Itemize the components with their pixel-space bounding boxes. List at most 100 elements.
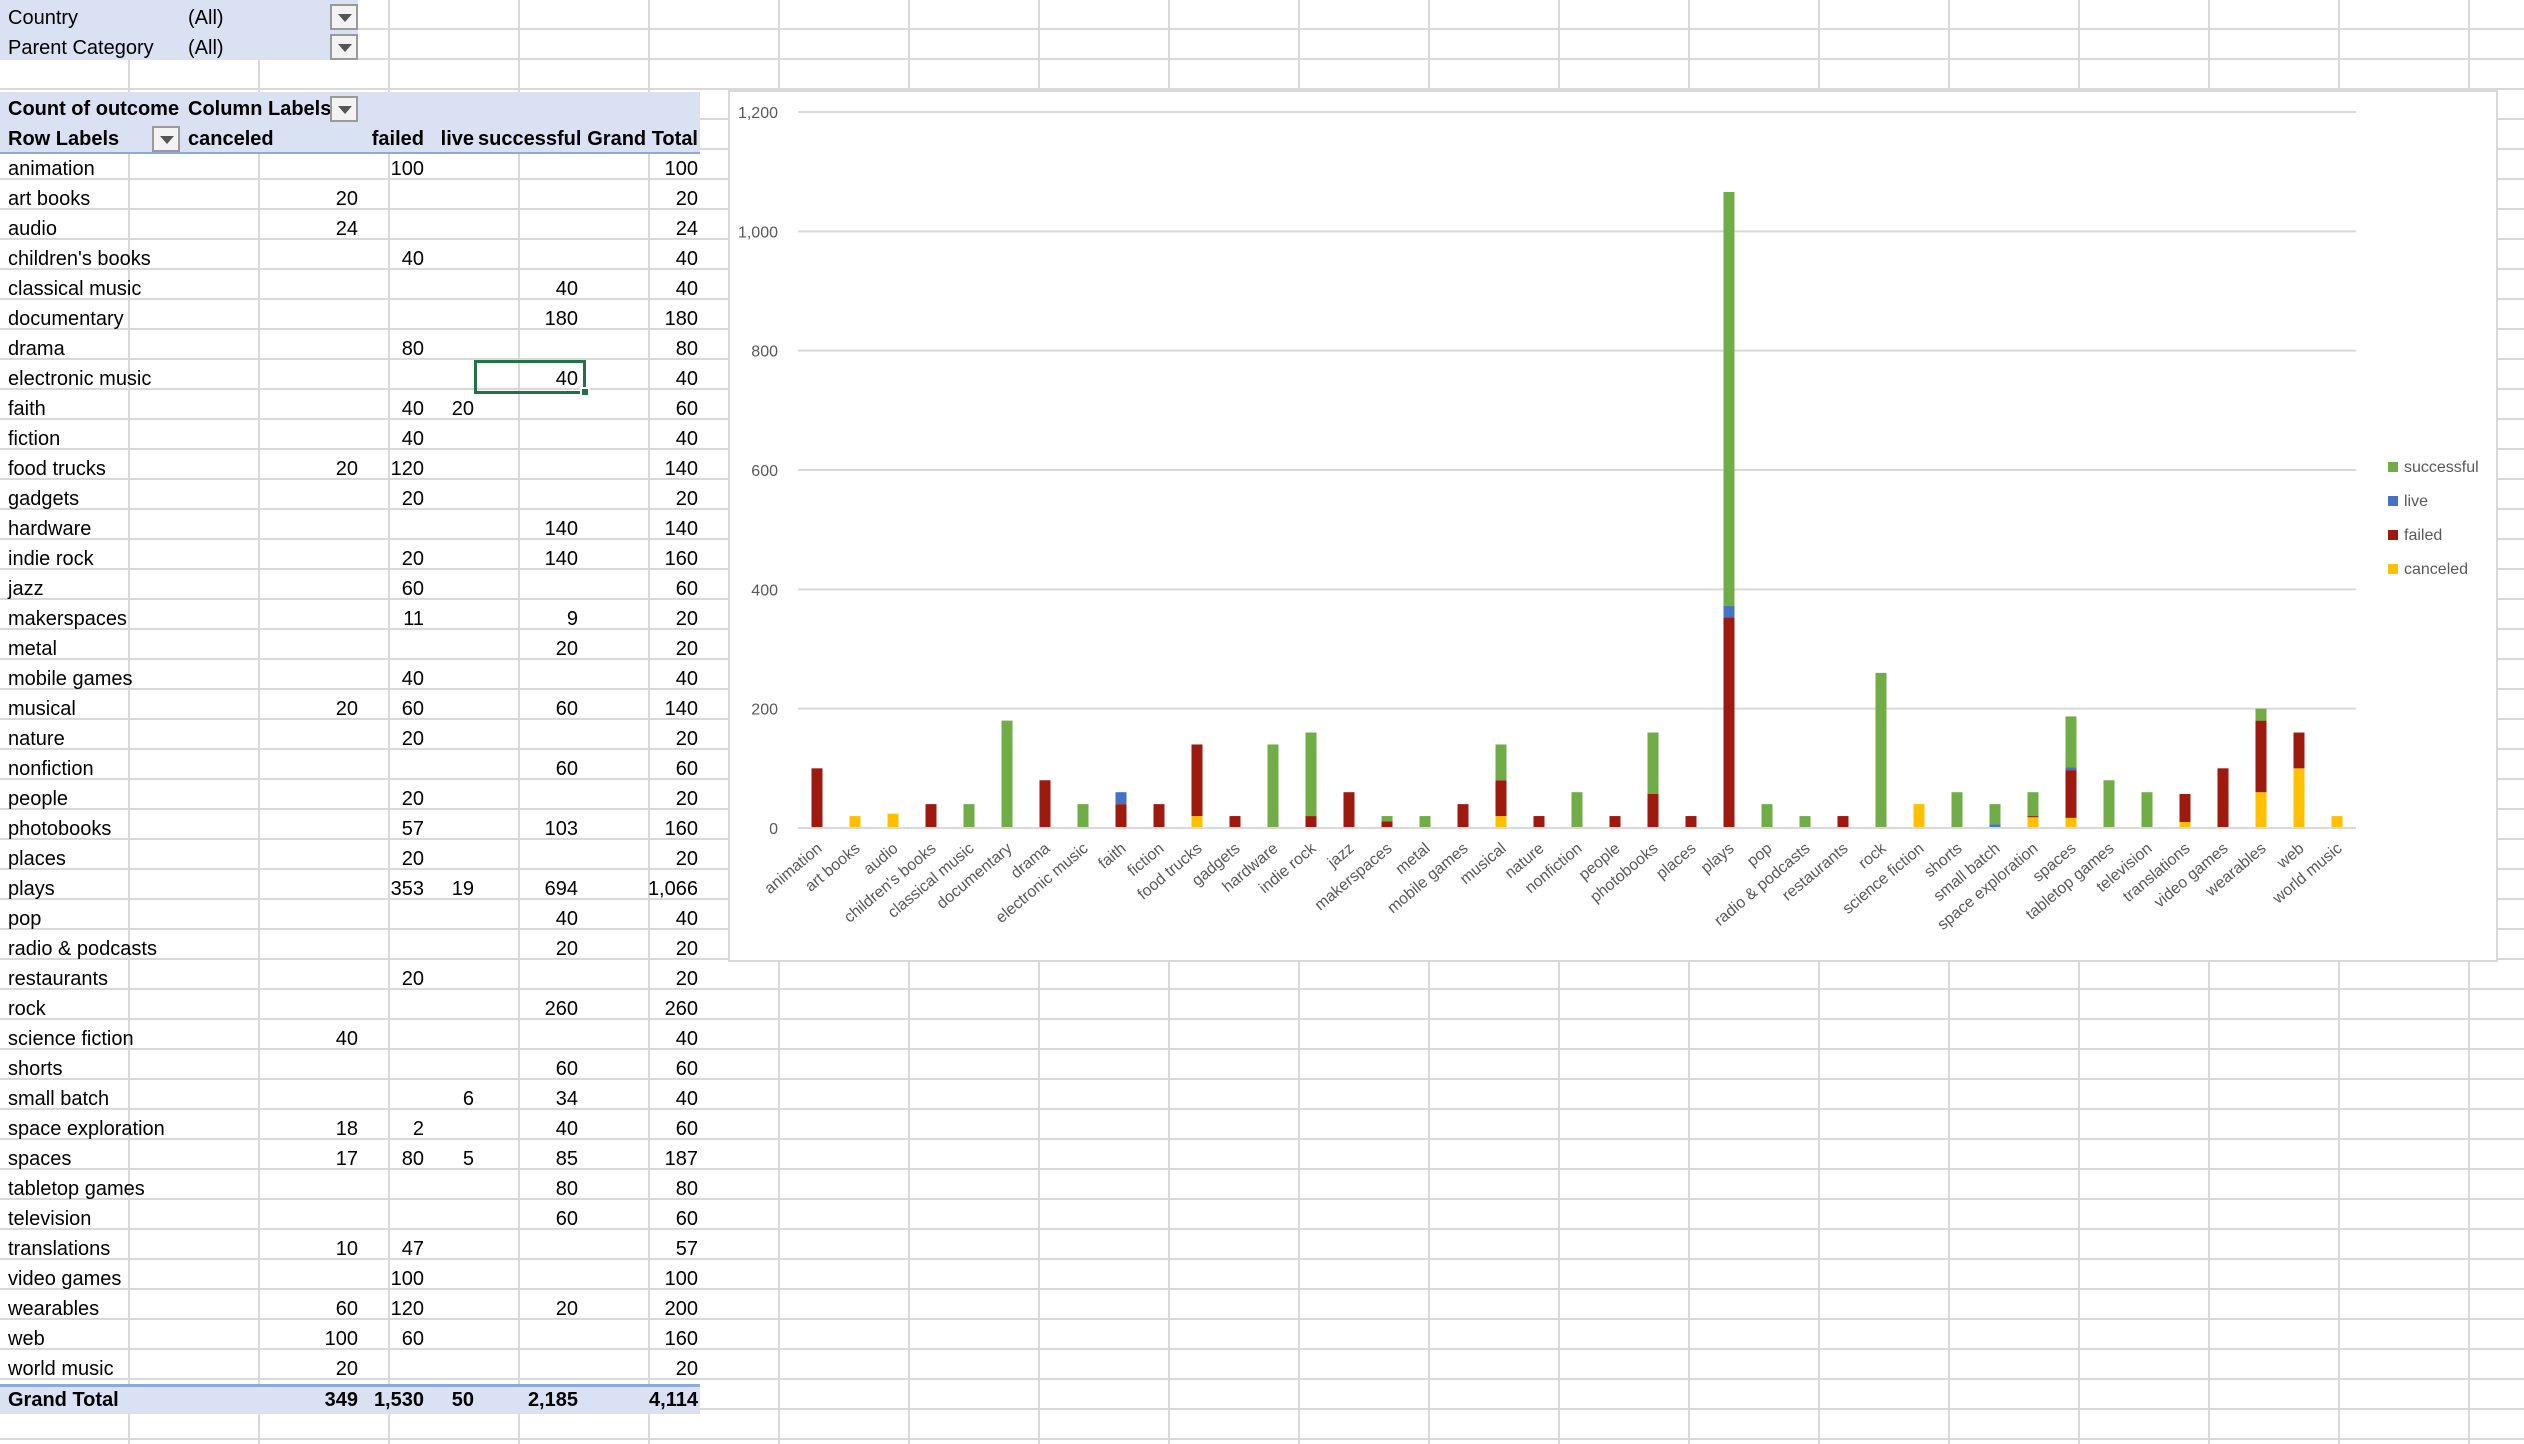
value-cell[interactable]: 353	[390, 878, 424, 900]
value-cell[interactable]: 180	[664, 308, 698, 330]
value-cell[interactable]: 18	[335, 1118, 358, 1140]
value-cell[interactable]: 40	[401, 398, 424, 420]
value-cell[interactable]: 60	[401, 1328, 424, 1350]
value-cell[interactable]	[366, 364, 424, 394]
value-cell[interactable]	[428, 1024, 474, 1054]
value-cell[interactable]: 40	[675, 908, 698, 930]
value-cell[interactable]	[478, 574, 578, 604]
value-cell[interactable]	[366, 994, 424, 1024]
value-cell[interactable]: 40	[555, 278, 578, 300]
value-cell[interactable]: 80	[401, 1148, 424, 1170]
grand-total-value[interactable]: 2,185	[527, 1389, 578, 1411]
value-cell[interactable]	[188, 244, 358, 274]
value-cell[interactable]	[188, 754, 358, 784]
value-cell[interactable]	[366, 634, 424, 664]
value-cell[interactable]: 160	[664, 548, 698, 570]
value-cell[interactable]	[478, 724, 578, 754]
value-cell[interactable]	[428, 1114, 474, 1144]
value-cell[interactable]	[188, 484, 358, 514]
value-cell[interactable]: 20	[401, 968, 424, 990]
value-cell[interactable]	[478, 1024, 578, 1054]
value-cell[interactable]: 140	[664, 458, 698, 480]
value-cell[interactable]: 60	[675, 1058, 698, 1080]
value-cell[interactable]	[188, 814, 358, 844]
value-cell[interactable]: 57	[401, 818, 424, 840]
value-cell[interactable]: 120	[390, 1298, 424, 1320]
value-cell[interactable]	[188, 1204, 358, 1234]
value-cell[interactable]: 60	[555, 1208, 578, 1230]
value-cell[interactable]	[366, 754, 424, 784]
value-cell[interactable]: 20	[675, 488, 698, 510]
value-cell[interactable]: 694	[544, 878, 578, 900]
value-cell[interactable]: 200	[664, 1298, 698, 1320]
value-cell[interactable]	[428, 994, 474, 1024]
value-cell[interactable]	[366, 514, 424, 544]
value-cell[interactable]	[188, 634, 358, 664]
column-labels-filter-icon[interactable]	[330, 96, 358, 122]
value-cell[interactable]	[428, 754, 474, 784]
value-cell[interactable]	[428, 904, 474, 934]
value-cell[interactable]: 20	[675, 938, 698, 960]
value-cell[interactable]: 60	[555, 758, 578, 780]
value-cell[interactable]	[478, 664, 578, 694]
grand-total-value[interactable]: 349	[324, 1389, 358, 1411]
value-cell[interactable]: 24	[675, 218, 698, 240]
value-cell[interactable]: 60	[675, 1118, 698, 1140]
value-cell[interactable]: 47	[401, 1238, 424, 1260]
value-cell[interactable]: 20	[675, 608, 698, 630]
value-cell[interactable]	[428, 274, 474, 304]
value-cell[interactable]: 40	[335, 1028, 358, 1050]
value-cell[interactable]: 20	[555, 1298, 578, 1320]
value-cell[interactable]	[188, 544, 358, 574]
value-cell[interactable]	[188, 274, 358, 304]
row-labels-filter-icon[interactable]	[152, 126, 180, 152]
value-cell[interactable]	[188, 1054, 358, 1084]
value-cell[interactable]: 80	[675, 338, 698, 360]
value-cell[interactable]	[428, 1204, 474, 1234]
value-cell[interactable]	[478, 214, 578, 244]
value-cell[interactable]: 20	[555, 638, 578, 660]
value-cell[interactable]: 100	[324, 1328, 358, 1350]
value-cell[interactable]	[188, 904, 358, 934]
value-cell[interactable]	[188, 934, 358, 964]
value-cell[interactable]	[428, 304, 474, 334]
value-cell[interactable]	[188, 394, 358, 424]
value-cell[interactable]	[478, 1264, 578, 1294]
value-cell[interactable]: 6	[462, 1088, 474, 1110]
value-cell[interactable]	[428, 1054, 474, 1084]
value-cell[interactable]	[478, 484, 578, 514]
value-cell[interactable]: 10	[335, 1238, 358, 1260]
value-cell[interactable]: 100	[390, 158, 424, 180]
value-cell[interactable]	[428, 364, 474, 394]
value-cell[interactable]	[428, 334, 474, 364]
value-cell[interactable]	[428, 604, 474, 634]
value-cell[interactable]	[366, 1174, 424, 1204]
value-cell[interactable]	[366, 274, 424, 304]
value-cell[interactable]	[428, 454, 474, 484]
value-cell[interactable]	[428, 544, 474, 574]
value-cell[interactable]	[366, 1084, 424, 1114]
value-cell[interactable]	[428, 724, 474, 754]
value-cell[interactable]: 160	[664, 1328, 698, 1350]
value-cell[interactable]: 40	[401, 248, 424, 270]
value-cell[interactable]: 100	[664, 158, 698, 180]
value-cell[interactable]	[428, 154, 474, 184]
value-cell[interactable]: 140	[544, 518, 578, 540]
value-cell[interactable]	[366, 184, 424, 214]
value-cell[interactable]	[188, 994, 358, 1024]
value-cell[interactable]: 140	[664, 698, 698, 720]
value-cell[interactable]: 20	[335, 1358, 358, 1380]
value-cell[interactable]	[188, 424, 358, 454]
value-cell[interactable]: 187	[664, 1148, 698, 1170]
value-cell[interactable]	[428, 514, 474, 544]
value-cell[interactable]: 40	[675, 1028, 698, 1050]
value-cell[interactable]: 20	[675, 638, 698, 660]
value-cell[interactable]	[478, 424, 578, 454]
value-cell[interactable]	[188, 334, 358, 364]
value-cell[interactable]: 40	[555, 1118, 578, 1140]
value-cell[interactable]: 20	[401, 728, 424, 750]
value-cell[interactable]: 60	[555, 698, 578, 720]
value-cell[interactable]: 20	[401, 788, 424, 810]
value-cell[interactable]: 5	[462, 1148, 474, 1170]
value-cell[interactable]: 80	[401, 338, 424, 360]
